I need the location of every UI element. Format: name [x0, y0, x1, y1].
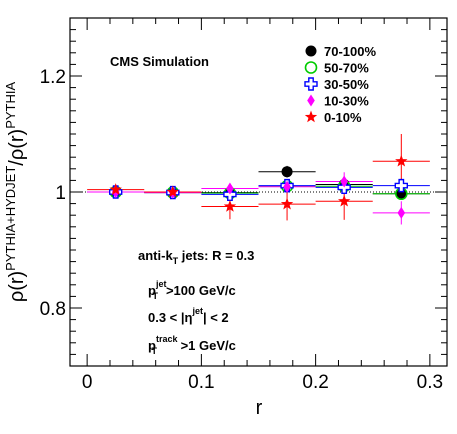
- legend-label: 50-70%: [324, 61, 369, 76]
- eta-sup: jet: [191, 306, 203, 316]
- pt-sub: T: [152, 291, 158, 301]
- trk-tail: >1 GeV/c: [177, 338, 236, 353]
- axes: 0 0.1 0.2 0.3 0.8 1 1.2: [40, 17, 447, 393]
- y-tick-label: 0.8: [40, 299, 66, 320]
- data-point: [226, 182, 234, 195]
- x-tick-label: 0: [82, 372, 93, 393]
- eta-annotation: 0.3 < |ηjet| < 2: [148, 306, 229, 325]
- data-point: [283, 180, 291, 193]
- markers: [108, 154, 409, 219]
- eta-head: 0.3 < |η: [148, 310, 193, 325]
- legend-label: 0-10%: [324, 110, 362, 125]
- y-label-sup1: PYTHIA+HYDJET: [3, 166, 18, 271]
- pt-track-annotation: ptrack T >1 GeV/c: [148, 334, 236, 356]
- data-point: [109, 183, 122, 195]
- pt-sup: jet: [155, 279, 167, 289]
- legend-marker: [304, 77, 318, 91]
- data-point: [166, 185, 179, 198]
- trk-main: p: [148, 338, 156, 353]
- legend-marker: [307, 94, 315, 107]
- trk-sub: T: [151, 346, 157, 356]
- data-point: [395, 154, 408, 167]
- data-point: [397, 206, 406, 219]
- data-point: [281, 166, 293, 178]
- data-point: [340, 175, 348, 188]
- jets-main: anti-k: [138, 248, 173, 263]
- y-label-rho: ρ(r): [6, 271, 28, 302]
- eta-tail: | < 2: [203, 310, 229, 325]
- legend-label: 30-50%: [324, 77, 369, 92]
- data-point: [394, 178, 409, 193]
- trk-sup: track: [156, 334, 179, 344]
- x-tick-label: 0.1: [188, 372, 214, 393]
- y-label-slash: /ρ(r): [6, 129, 28, 166]
- data-point: [280, 197, 294, 210]
- jets-annotation: anti-kT jets: R = 0.3: [138, 248, 254, 266]
- x-tick-label: 0.3: [417, 372, 443, 393]
- error-bars: [87, 134, 430, 225]
- jets-sub: T: [173, 256, 179, 266]
- x-axis-label: r: [256, 397, 263, 419]
- y-axis-label: ρ(r)PYTHIA+HYDJET/ρ(r)PYTHIA: [3, 82, 28, 303]
- pt-jet-annotation: pjet T >100 GeV/c: [148, 279, 236, 301]
- jets-tail: jets: R = 0.3: [178, 248, 254, 263]
- pt-main: p: [148, 283, 156, 298]
- data-point: [338, 194, 351, 207]
- legend-marker: [304, 61, 318, 74]
- legend-marker: [304, 110, 318, 123]
- cms-label: CMS Simulation: [110, 54, 209, 69]
- y-tick-label: 1: [55, 183, 66, 204]
- x-tick-label: 0.2: [302, 372, 328, 393]
- legend-marker: [305, 45, 317, 57]
- legend-label: 70-100%: [324, 44, 376, 59]
- pt-tail: >100 GeV/c: [166, 283, 236, 298]
- data-point: [223, 200, 237, 212]
- legend: 70-100% 50-70%30-50% 10-30%0-10%: [304, 44, 376, 125]
- y-label-sup2: PYTHIA: [3, 82, 18, 129]
- legend-label: 10-30%: [324, 94, 369, 109]
- y-tick-label: 1.2: [40, 67, 66, 88]
